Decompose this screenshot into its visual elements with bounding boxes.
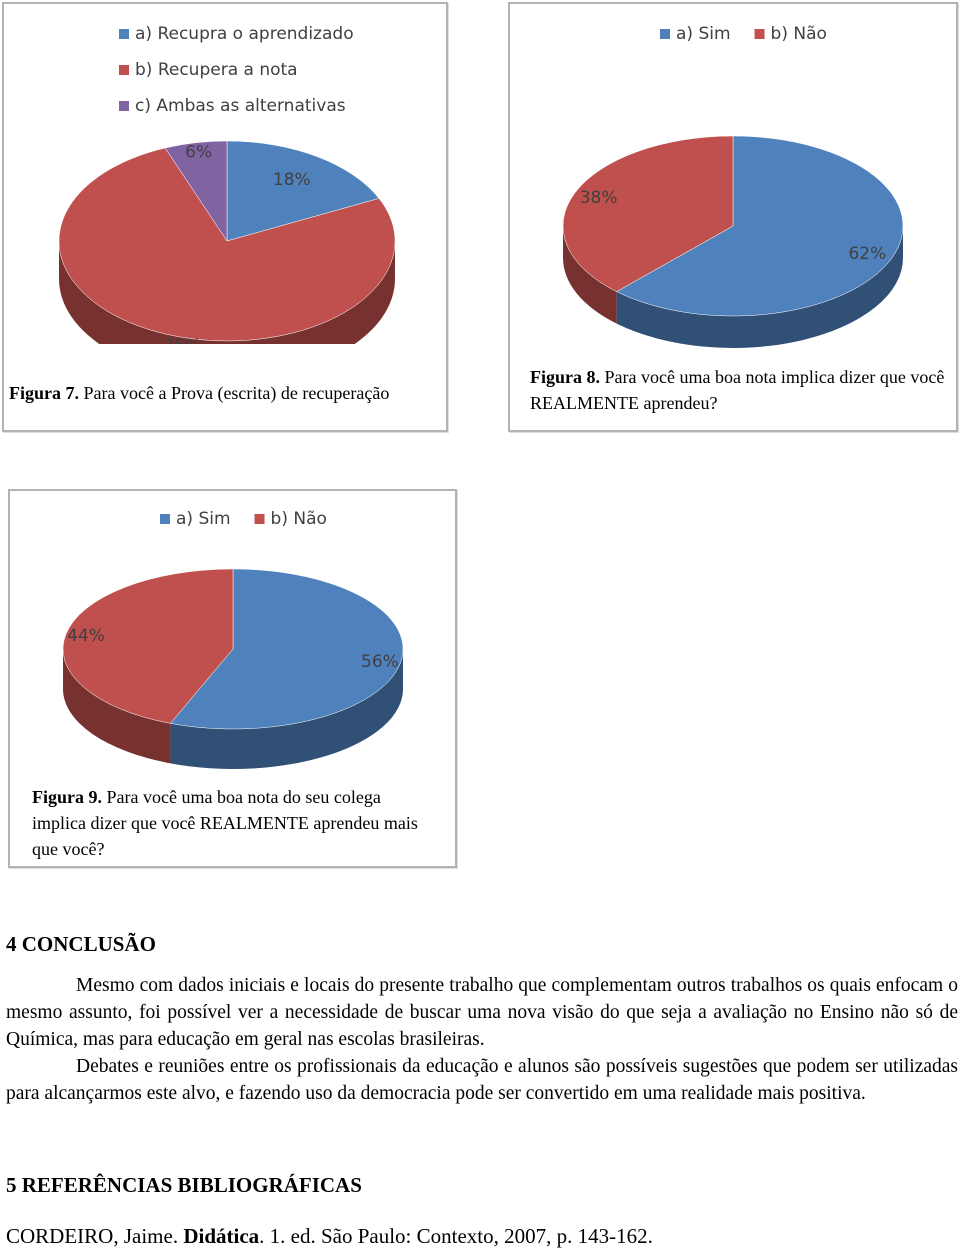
caption: Figura 9. Para você uma boa nota do seu … bbox=[32, 784, 432, 862]
ref-details: . 1. ed. São Paulo: Contexto, 2007, p. 1… bbox=[259, 1224, 653, 1248]
slice bbox=[226, 140, 380, 242]
caption: Figura 7. Para você a Prova (escrita) de… bbox=[9, 380, 389, 406]
paragraph: Mesmo com dados iniciais e locais do pre… bbox=[6, 975, 958, 1050]
legend-label: b) Não bbox=[271, 509, 327, 529]
data-label: 6% bbox=[185, 143, 212, 163]
data-label: 18% bbox=[273, 170, 311, 190]
caption-label: Figura 8. bbox=[530, 367, 600, 387]
ref-author: CORDEIRO, Jaime. bbox=[6, 1224, 184, 1248]
data-label: 76% bbox=[164, 336, 202, 344]
chart: a) Recupra o aprendizado b) Recupera a no… bbox=[58, 24, 396, 344]
caption-text: Para você a Prova (escrita) de recuperaç… bbox=[83, 383, 390, 403]
section-heading: 5 REFERÊNCIAS BIBLIOGRÁFICAS bbox=[6, 1173, 362, 1197]
chart: a) Sim b) Não 62% 38% bbox=[562, 24, 904, 348]
data-label: 56% bbox=[361, 652, 399, 672]
caption: Figura 8. Para você uma boa nota implica… bbox=[530, 364, 950, 416]
legend-label: c) Ambas as alternativas bbox=[135, 96, 346, 116]
slice bbox=[62, 568, 234, 724]
legend-swatch bbox=[119, 29, 129, 39]
slice bbox=[164, 140, 228, 242]
slice bbox=[616, 135, 904, 317]
caption-text: Para você uma boa nota implica dizer que… bbox=[530, 367, 945, 413]
legend-swatch bbox=[119, 101, 129, 111]
legend-swatch bbox=[119, 65, 129, 75]
legend-swatch bbox=[160, 514, 170, 524]
caption-label: Figura 7. bbox=[9, 383, 79, 403]
legend-swatch bbox=[254, 514, 265, 524]
legend-label: a) Recupra o aprendizado bbox=[135, 24, 354, 44]
figure: a) Sim b) Não 62% 38% Figura 8. Para você u… bbox=[508, 2, 958, 432]
figure: a) Sim b) Não 56% 44% Figura 9. Para você u… bbox=[8, 489, 457, 868]
slice bbox=[562, 135, 734, 292]
caption-text: Para você uma boa nota do seu colega imp… bbox=[32, 787, 418, 859]
data-label: 44% bbox=[67, 626, 105, 646]
caption-label: Figura 9. bbox=[32, 787, 102, 807]
slice bbox=[169, 568, 404, 730]
figure: a) Recupra o aprendizado b) Recupera a no… bbox=[2, 2, 448, 432]
slice-side bbox=[616, 226, 903, 348]
data-label: 38% bbox=[580, 188, 618, 208]
slice-side bbox=[59, 241, 395, 344]
reference: CORDEIRO, Jaime. Didática. 1. ed. São Pa… bbox=[6, 1224, 653, 1249]
data-label: 62% bbox=[848, 244, 886, 264]
section-body: Mesmo com dados iniciais e locais do pre… bbox=[6, 972, 958, 1107]
chart: a) Sim b) Não 56% 44% bbox=[62, 509, 404, 769]
legend-label: b) Recupera a nota bbox=[135, 60, 298, 80]
slice-side bbox=[63, 649, 171, 764]
slice-side bbox=[170, 649, 403, 769]
ref-title: Didática bbox=[183, 1224, 260, 1248]
legend-label: a) Sim bbox=[176, 509, 231, 529]
slice bbox=[58, 147, 396, 342]
legend-swatch bbox=[754, 29, 765, 39]
legend-label: a) Sim bbox=[676, 24, 731, 44]
legend-swatch bbox=[660, 29, 670, 39]
section-heading: 4 CONCLUSÃO bbox=[6, 932, 156, 956]
paragraph: Debates e reuniões entre os profissionai… bbox=[6, 1056, 958, 1104]
legend-label: b) Não bbox=[771, 24, 827, 44]
